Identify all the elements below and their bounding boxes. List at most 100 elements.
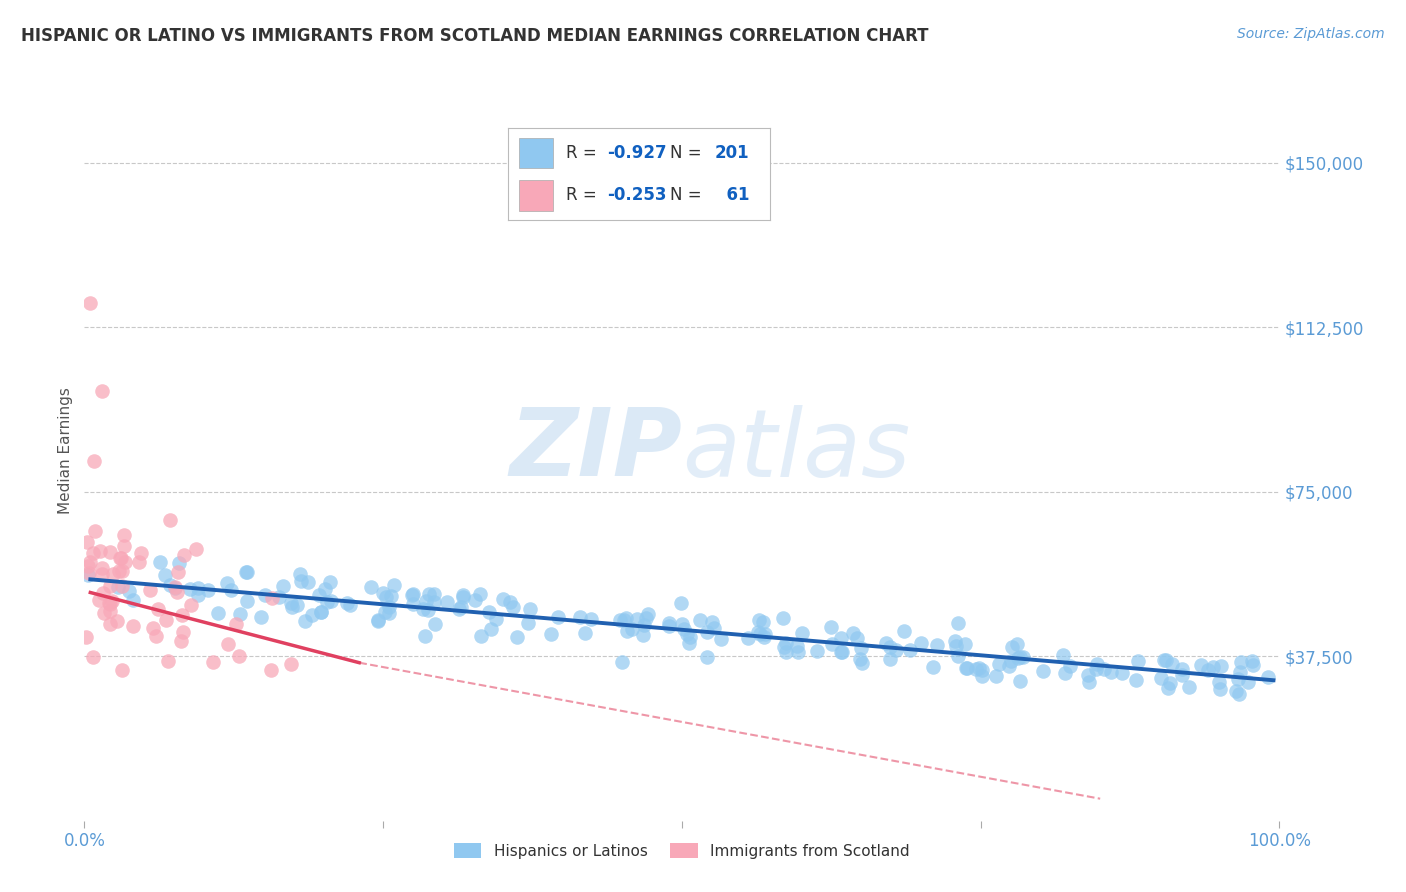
Point — [943, 634, 966, 648]
Point — [479, 622, 502, 636]
Point — [1052, 648, 1074, 662]
Point — [76, 535, 98, 549]
Point — [1111, 666, 1133, 681]
Point — [149, 555, 172, 569]
Point — [418, 587, 440, 601]
Point — [207, 606, 229, 620]
Point — [187, 588, 209, 602]
Point — [470, 629, 492, 643]
Point — [114, 555, 136, 569]
Point — [142, 621, 165, 635]
Point — [309, 605, 332, 619]
Point — [280, 657, 302, 671]
Point — [336, 596, 359, 610]
Point — [846, 631, 869, 645]
Point — [412, 602, 434, 616]
Point — [671, 596, 693, 610]
Point — [128, 555, 150, 569]
Point — [519, 601, 541, 615]
Point — [98, 596, 121, 610]
Point — [884, 643, 907, 657]
Point — [280, 597, 302, 611]
Point — [1154, 653, 1177, 667]
Point — [166, 584, 188, 599]
Point — [1092, 662, 1115, 676]
Point — [107, 614, 129, 628]
Point — [898, 643, 921, 657]
Point — [118, 583, 141, 598]
Point — [1085, 657, 1108, 672]
Point — [163, 581, 186, 595]
Point — [1225, 684, 1247, 698]
Point — [447, 601, 470, 615]
Point — [423, 616, 446, 631]
Point — [967, 661, 990, 675]
Point — [114, 527, 136, 541]
Point — [806, 643, 828, 657]
Point — [1226, 672, 1249, 686]
Point — [159, 513, 181, 527]
Point — [367, 614, 389, 628]
Point — [478, 606, 501, 620]
FancyBboxPatch shape — [519, 138, 553, 169]
Point — [77, 568, 100, 582]
Point — [851, 657, 873, 671]
Point — [235, 566, 257, 580]
Point — [1053, 666, 1076, 681]
Point — [848, 652, 870, 666]
Point — [1202, 660, 1225, 674]
Point — [773, 640, 796, 654]
Point — [187, 581, 209, 595]
Point — [180, 599, 202, 613]
Text: -0.253: -0.253 — [607, 186, 666, 204]
Text: HISPANIC OR LATINO VS IMMIGRANTS FROM SCOTLAND MEDIAN EARNINGS CORRELATION CHART: HISPANIC OR LATINO VS IMMIGRANTS FROM SC… — [21, 27, 928, 45]
Point — [184, 541, 207, 556]
Point — [689, 613, 711, 627]
Point — [1010, 650, 1032, 665]
Point — [1007, 637, 1029, 651]
Point — [610, 655, 633, 669]
FancyBboxPatch shape — [519, 180, 553, 211]
Point — [700, 615, 723, 630]
Point — [879, 640, 901, 654]
Point — [89, 592, 111, 607]
Point — [79, 566, 101, 580]
Point — [319, 594, 342, 608]
Point — [179, 582, 201, 596]
Point — [499, 595, 522, 609]
Point — [250, 610, 273, 624]
Point — [148, 601, 170, 615]
Point — [1241, 657, 1264, 672]
Point — [382, 578, 405, 592]
Point — [98, 604, 121, 618]
Point — [696, 624, 718, 639]
Text: N =: N = — [671, 186, 707, 204]
Point — [131, 545, 153, 559]
Point — [620, 623, 643, 637]
Point — [631, 628, 654, 642]
Point — [79, 296, 101, 310]
Point — [401, 588, 423, 602]
Point — [167, 556, 190, 570]
Point — [830, 645, 852, 659]
Point — [260, 663, 283, 677]
Point — [167, 565, 190, 579]
Point — [93, 606, 115, 620]
Point — [122, 619, 145, 633]
Text: atlas: atlas — [682, 405, 910, 496]
Point — [98, 597, 121, 611]
Point — [945, 640, 967, 654]
Point — [1084, 662, 1107, 676]
Point — [1007, 651, 1029, 665]
Point — [418, 603, 440, 617]
Point — [165, 581, 187, 595]
Point — [1198, 663, 1220, 677]
Point — [786, 645, 808, 659]
Point — [679, 630, 702, 644]
Point — [228, 648, 250, 663]
Point — [464, 592, 486, 607]
Point — [1229, 665, 1251, 679]
Point — [314, 582, 336, 596]
Point — [170, 634, 193, 648]
Point — [1257, 670, 1279, 684]
